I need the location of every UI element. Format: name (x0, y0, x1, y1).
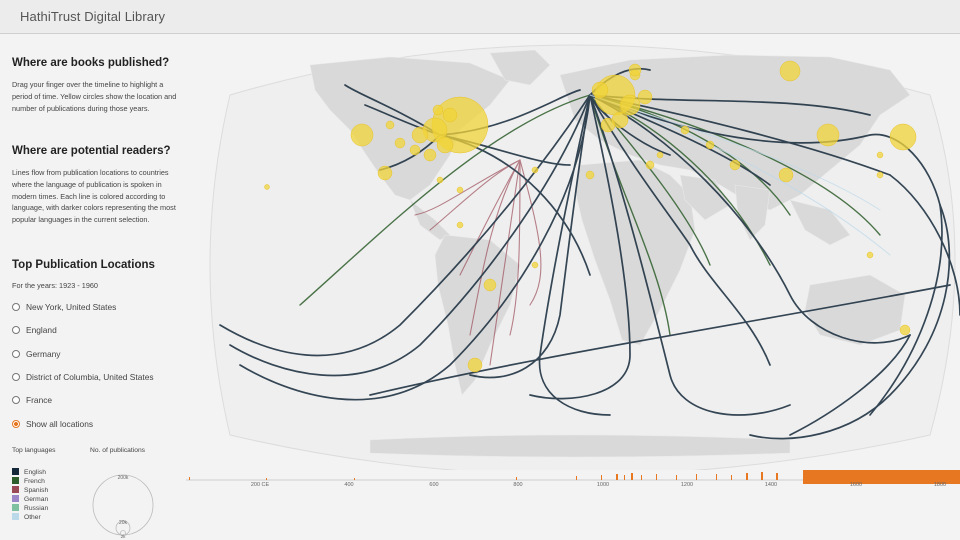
swatch-german (12, 495, 19, 502)
radio-icon[interactable] (12, 396, 20, 404)
swatch-english (12, 468, 19, 475)
flow-lines-spanish (414, 159, 542, 366)
heading-potential-readers: Where are potential readers? (12, 145, 171, 157)
size-label-200k: 200k (118, 475, 129, 481)
legend-pubs-title: No. of publications (90, 447, 146, 454)
location-option-france[interactable]: France (12, 395, 52, 405)
app-title: HathiTrust Digital Library (20, 9, 166, 24)
years-range: For the years: 1923 - 1960 (12, 281, 98, 290)
heading-where-published: Where are books published? (12, 57, 170, 69)
flow-lines-english (219, 67, 960, 440)
location-label: District of Columbia, United States (26, 372, 154, 382)
location-label: New York, United States (26, 302, 117, 312)
location-option-show-all[interactable]: Show all locations (12, 419, 93, 429)
timeline-label: 800 (513, 482, 523, 488)
flow-lines (219, 67, 960, 440)
legend-item: English (12, 468, 48, 477)
legend-label: German (24, 496, 49, 503)
legend-languages: English French Spanish German Russian Ot… (12, 468, 48, 522)
legend-item: French (12, 477, 48, 486)
legend-item: Russian (12, 504, 48, 513)
timeline-label: 1000 (596, 482, 610, 488)
land-india (734, 184, 771, 241)
radio-selected-icon[interactable] (12, 420, 20, 428)
legend-label: English (24, 469, 46, 476)
legend-label: Other (24, 514, 41, 521)
swatch-french (12, 477, 19, 484)
header-bar: HathiTrust Digital Library (0, 0, 960, 34)
legend-languages-title: Top languages (12, 447, 56, 454)
radio-icon[interactable] (12, 303, 20, 311)
publication-circles (264, 60, 917, 373)
location-option-germany[interactable]: Germany (12, 349, 60, 359)
timeline-label: 400 (344, 482, 354, 488)
radio-icon[interactable] (12, 373, 20, 381)
world-map[interactable] (190, 35, 960, 470)
radio-icon[interactable] (12, 326, 20, 334)
timeline-label: 1200 (680, 482, 694, 488)
timeline-label: 1400 (764, 482, 778, 488)
timeline-label: 1800 (933, 482, 947, 488)
timeline-label: 1600 (849, 482, 863, 488)
legend-label: Russian (24, 505, 49, 512)
text-potential-readers: Lines flow from publication locations to… (12, 168, 176, 225)
heading-top-locations: Top Publication Locations (12, 259, 155, 271)
legend-label: Spanish (24, 487, 49, 494)
size-legend-circles: 200k 20k 2k (92, 474, 154, 539)
location-option-district-of-columbia[interactable]: District of Columbia, United States (12, 372, 154, 382)
location-label: Germany (26, 349, 61, 359)
location-label: England (26, 325, 57, 335)
swatch-russian (12, 504, 19, 511)
legend-item: German (12, 495, 48, 504)
location-option-new-york[interactable]: New York, United States (12, 302, 116, 312)
land-greenland (489, 49, 551, 86)
land-southeast-asia (789, 199, 851, 246)
legend-label: French (24, 478, 45, 485)
land-south-america (434, 234, 521, 396)
timeline-selection[interactable] (803, 470, 960, 480)
legend-item: Spanish (12, 486, 48, 495)
land-africa (574, 159, 696, 346)
swatch-other (12, 513, 19, 520)
size-label-20k: 20k (119, 520, 128, 526)
land-antarctica (369, 434, 791, 458)
location-label: Show all locations (26, 419, 94, 429)
text-where-published: Drag your finger over the timeline to hi… (12, 80, 177, 113)
location-label: France (26, 395, 53, 405)
location-option-england[interactable]: England (12, 325, 57, 335)
legend-item: Other (12, 513, 48, 522)
timeline-label: 600 (429, 482, 439, 488)
swatch-spanish (12, 486, 19, 493)
timeline-label: 200 CE (250, 482, 270, 488)
radio-icon[interactable] (12, 350, 20, 358)
sidebar: Where are books published? Drag your fin… (0, 35, 190, 540)
land-australia (804, 274, 906, 346)
timeline-histogram[interactable] (186, 458, 960, 540)
size-label-2k: 2k (121, 534, 127, 539)
timeline[interactable]: 200 CE 400 600 800 1000 1200 1400 1600 1… (186, 458, 960, 540)
timeline-bars (189, 472, 778, 480)
